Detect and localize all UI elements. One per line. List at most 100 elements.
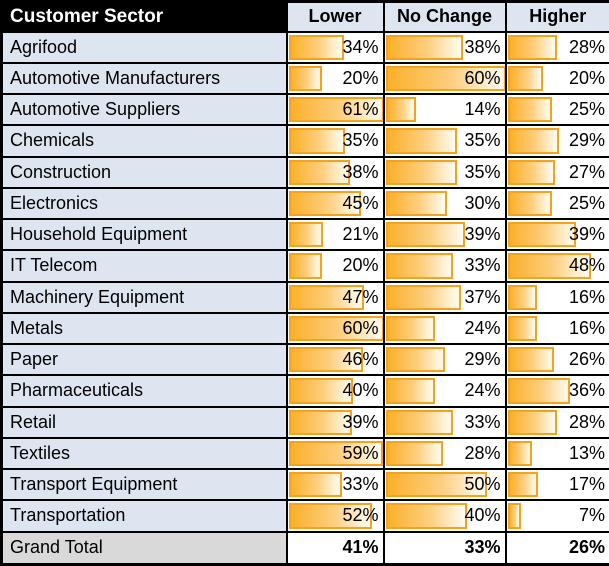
value-text: 39% (568, 224, 605, 245)
value-text: 40% (464, 505, 501, 526)
data-bar-lower (288, 284, 365, 310)
value-text: 38% (464, 36, 501, 57)
sector-label: Automotive Manufacturers (0, 61, 288, 96)
value-cell-inner: 39% (288, 409, 382, 436)
data-bar-higher (507, 222, 576, 248)
value-cell-no-change: 39% (382, 217, 507, 252)
value-text: 29% (464, 349, 501, 370)
value-cell-no-change: 38% (382, 30, 507, 64)
value-text: 48% (568, 255, 605, 276)
table-row: Agrifood 34% 38% 28% (0, 30, 609, 64)
value-text: 59% (342, 442, 379, 463)
value-text: 29% (568, 130, 605, 151)
data-bar-lower (288, 409, 352, 435)
data-bar-higher (507, 65, 544, 91)
value-cell-inner: 41% (289, 534, 382, 563)
data-bar-no-change (385, 159, 458, 185)
value-cell-lower: 20% (285, 61, 385, 96)
data-bar-no-change (385, 378, 436, 404)
table-row: Transportation 52% 40% 7% (0, 499, 609, 533)
data-bar-higher (507, 159, 556, 185)
data-bar-lower (288, 65, 322, 91)
value-cell-inner: 39% (385, 221, 504, 248)
sector-label: Paper (0, 342, 288, 377)
value-text: 25% (568, 99, 605, 120)
value-text: 60% (464, 67, 501, 88)
table-row: Chemicals 35% 35% 29% (0, 124, 609, 158)
table-row: Retail 39% 33% 28% (0, 405, 609, 439)
value-cell-lower: 39% (285, 405, 385, 439)
data-bar-lower (288, 97, 382, 123)
data-bar-lower (288, 440, 382, 466)
value-cell-inner: 7% (507, 502, 609, 529)
value-cell-lower: 33% (285, 467, 385, 502)
value-cell-inner: 20% (507, 65, 609, 92)
value-text: 26% (568, 537, 605, 558)
value-cell-inner: 13% (507, 440, 609, 467)
value-cell-lower: 59% (285, 436, 385, 471)
column-header-no-change: No Change (382, 0, 507, 33)
table-row: Pharmaceuticals 40% 24% 36% (0, 374, 609, 408)
value-cell-inner: 17% (507, 471, 609, 498)
value-cell-inner: 35% (385, 127, 504, 154)
value-cell-inner: 60% (288, 315, 382, 342)
value-cell-no-change: 14% (382, 92, 507, 127)
value-text: 35% (342, 130, 379, 151)
value-cell-inner: 33% (386, 534, 504, 563)
value-cell-no-change: 40% (382, 499, 507, 533)
value-cell-inner: 60% (385, 65, 504, 92)
table-row: Transport Equipment 33% 50% 17% (0, 467, 609, 502)
value-cell-higher: 26% (504, 342, 609, 377)
data-bar-higher (507, 315, 537, 341)
value-cell-no-change: 24% (382, 311, 507, 346)
value-cell-no-change: 29% (382, 342, 507, 377)
column-header-lower: Lower (285, 0, 385, 33)
value-text: 38% (342, 161, 379, 182)
table-row: Automotive Manufacturers 20% 60% 20% (0, 61, 609, 96)
value-text: 33% (464, 411, 501, 432)
value-cell-inner: 21% (288, 221, 382, 248)
data-bar-lower (288, 128, 346, 154)
value-cell-no-change: 50% (382, 467, 507, 502)
value-text: 27% (568, 161, 605, 182)
table-row: Electronics 45% 30% 25% (0, 186, 609, 221)
value-cell-no-change: 37% (382, 280, 507, 314)
value-cell-higher: 13% (504, 436, 609, 471)
sector-label: Agrifood (0, 30, 288, 64)
value-cell-higher: 39% (504, 217, 609, 252)
value-cell-inner: 61% (288, 96, 382, 123)
data-bar-no-change (385, 440, 444, 466)
sector-label: Retail (0, 405, 288, 439)
value-cell-inner: 35% (288, 127, 382, 154)
value-cell-higher: 27% (504, 155, 609, 189)
sector-label: Pharmaceuticals (0, 374, 288, 408)
value-cell-no-change: 60% (382, 61, 507, 96)
column-header-customer-sector: Customer Sector (0, 0, 288, 33)
value-cell-inner: 47% (288, 284, 382, 311)
value-cell-lower: 34% (285, 30, 385, 64)
value-text: 33% (342, 474, 379, 495)
value-cell-inner: 27% (507, 159, 609, 186)
value-cell-inner: 46% (288, 346, 382, 373)
value-text: 37% (464, 286, 501, 307)
value-cell-lower: 20% (285, 249, 385, 283)
value-cell-higher: 17% (504, 467, 609, 502)
value-cell-higher: 28% (504, 405, 609, 439)
data-bar-lower (288, 34, 344, 60)
value-cell-lower: 61% (285, 92, 385, 127)
value-text: 47% (342, 286, 379, 307)
value-text: 39% (342, 411, 379, 432)
value-cell-inner: 20% (288, 252, 382, 279)
value-cell-inner: 38% (385, 34, 504, 61)
table-row: IT Telecom 20% 33% 48% (0, 249, 609, 283)
value-text: 24% (464, 380, 501, 401)
value-text: 61% (342, 99, 379, 120)
sector-label: Household Equipment (0, 217, 288, 252)
value-cell-lower: 45% (285, 186, 385, 221)
column-header-higher: Higher (504, 0, 609, 33)
value-cell-inner: 40% (385, 502, 504, 529)
data-bar-no-change (385, 97, 416, 123)
value-text: 16% (568, 286, 605, 307)
data-bar-no-change (385, 284, 462, 310)
data-bar-no-change (385, 34, 464, 60)
